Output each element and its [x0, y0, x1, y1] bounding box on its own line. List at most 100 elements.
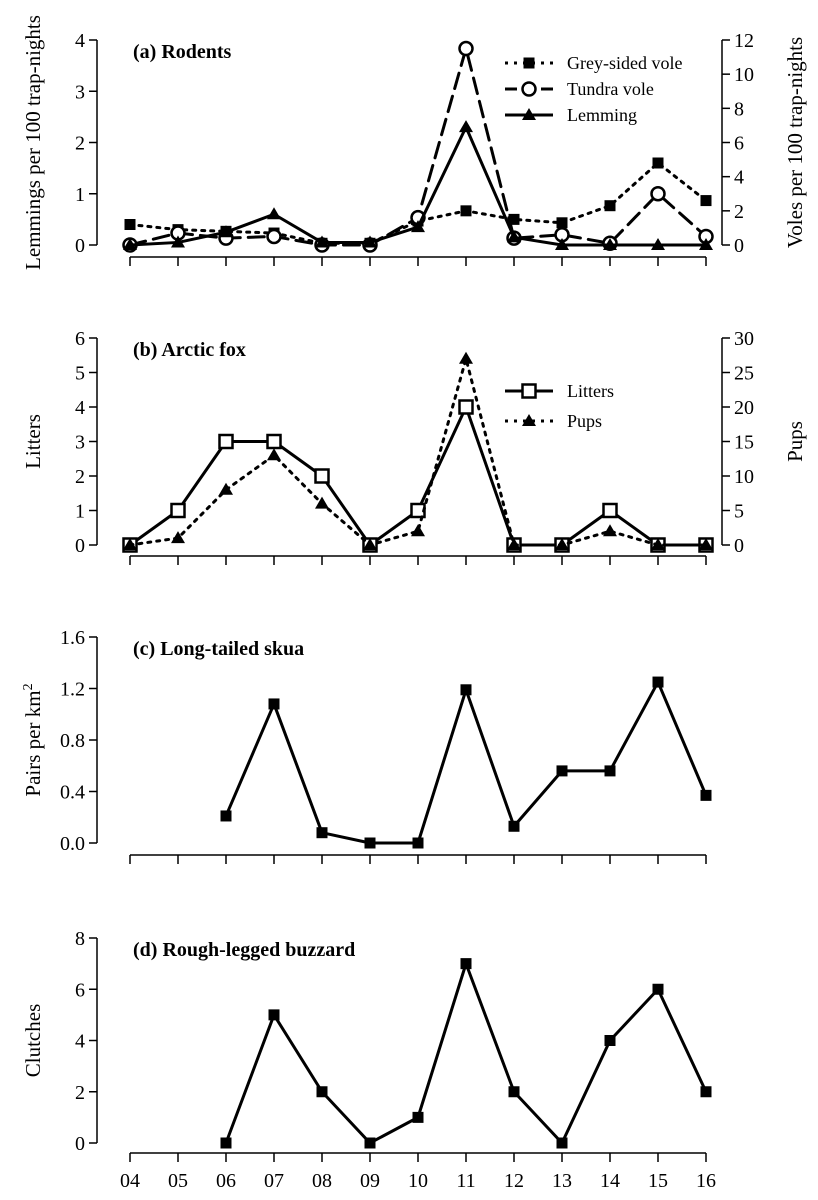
data-point	[268, 698, 280, 710]
y-axis-title-left: Litters	[21, 414, 45, 469]
data-point	[363, 235, 377, 248]
data-point	[315, 235, 329, 248]
y-tick-label: 0	[75, 235, 85, 257]
y-tick-label-right: 20	[734, 397, 754, 419]
data-point	[556, 217, 568, 229]
y-axis-title-left: Pairs per km2	[21, 683, 45, 796]
legend-label: Grey-sided vole	[567, 53, 682, 73]
y-axis-title-superscript: 2	[21, 683, 36, 690]
legend: Grey-sided vole Tundra vole Lemming	[505, 53, 682, 125]
y-tick-label: 5	[75, 363, 85, 385]
data-point	[219, 225, 233, 238]
data-point	[507, 538, 521, 550]
data-point	[458, 399, 474, 415]
data-point	[124, 219, 136, 230]
panel-title: (d) Rough-legged buzzard	[133, 939, 355, 961]
data-point	[411, 524, 425, 537]
data-point	[460, 205, 472, 217]
y-tick-label-right: 10	[734, 64, 754, 86]
data-point	[220, 1137, 232, 1149]
data-point	[123, 238, 137, 250]
series-3	[123, 120, 713, 250]
y-tick-label: 1.6	[60, 627, 85, 649]
x-tick-label: 06	[216, 1170, 236, 1192]
data-point	[266, 433, 282, 450]
x-tick-label: 14	[600, 1170, 620, 1192]
data-point	[508, 1086, 520, 1098]
data-point	[459, 120, 473, 133]
y-axis-title-left: Lemmings per 100 trap-nights	[21, 15, 45, 270]
data-point	[700, 1086, 712, 1098]
legend-label: Pups	[567, 411, 602, 431]
data-point	[316, 827, 328, 839]
data-point	[220, 810, 232, 822]
data-point	[604, 1035, 616, 1046]
data-point	[604, 765, 616, 777]
y-tick-label: 0	[75, 1133, 85, 1155]
y-tick-label: 1.2	[60, 679, 85, 701]
legend-label: Lemming	[567, 105, 637, 125]
y-tick-label-right: 2	[734, 201, 744, 223]
x-tick-label: 04	[120, 1170, 140, 1192]
data-point	[460, 958, 472, 970]
y-tick-label: 0	[75, 535, 85, 557]
y-tick-label-right: 12	[734, 30, 754, 52]
data-point	[363, 538, 377, 550]
data-point	[458, 40, 474, 57]
legend-label: Litters	[567, 381, 614, 401]
data-point	[267, 448, 281, 461]
y-tick-label-right: 15	[734, 432, 754, 454]
data-point	[700, 789, 712, 801]
data-point	[700, 195, 712, 207]
data-point	[266, 228, 282, 245]
y-axis-title-right: Voles per 100 trap-nights	[783, 37, 807, 248]
legend-marker	[521, 383, 537, 399]
data-point	[364, 1137, 376, 1149]
y-tick-label-right: 25	[734, 363, 754, 385]
y-tick-label-right: 5	[734, 501, 744, 523]
data-point	[651, 538, 665, 550]
y-tick-label-right: 30	[734, 328, 754, 350]
panel-title: (c) Long-tailed skua	[133, 638, 304, 660]
y-tick-label: 2	[75, 1082, 85, 1104]
x-tick-label: 09	[360, 1170, 380, 1192]
y-tick-label: 1	[75, 184, 85, 206]
data-point	[411, 220, 425, 233]
data-point	[652, 157, 664, 169]
x-tick-label: 07	[264, 1170, 284, 1192]
y-tick-label: 6	[75, 979, 85, 1001]
y-tick-label-right: 10	[734, 466, 754, 488]
panel-2: 0 1 2 3 4 5 6 Litters 0 5 10 15 20 25 30 Pups (b) Arctic…	[21, 328, 807, 565]
y-tick-label: 4	[75, 397, 85, 419]
data-point	[508, 213, 520, 225]
y-tick-label: 3	[75, 432, 85, 454]
data-point	[171, 235, 185, 248]
panel-title: (a) Rodents	[133, 41, 232, 63]
data-point	[412, 837, 424, 849]
data-point	[699, 238, 713, 250]
y-tick-label: 3	[75, 81, 85, 103]
data-point	[218, 433, 234, 450]
y-tick-label: 8	[75, 928, 85, 950]
legend-marker	[521, 81, 537, 97]
x-tick-label: 05	[168, 1170, 188, 1192]
data-point	[364, 837, 376, 849]
panel-3: 0.0 0.4 0.8 1.2 1.6 Pairs per km2 (c) Long-tai…	[21, 627, 712, 864]
data-point	[556, 765, 568, 777]
legend-marker	[522, 414, 536, 426]
y-tick-label-right: 0	[734, 535, 744, 557]
data-point	[652, 676, 664, 688]
legend: Litters Pups	[505, 381, 614, 431]
y-tick-label: 4	[75, 30, 85, 52]
data-point	[604, 200, 616, 212]
legend-label: Tundra vole	[567, 79, 654, 99]
y-tick-label-right: 4	[734, 167, 744, 189]
x-tick-label: 08	[312, 1170, 332, 1192]
series-2	[123, 351, 713, 550]
y-tick-label: 1	[75, 501, 85, 523]
data-point	[602, 502, 618, 519]
data-point	[652, 983, 664, 995]
y-tick-label: 4	[75, 1031, 85, 1053]
